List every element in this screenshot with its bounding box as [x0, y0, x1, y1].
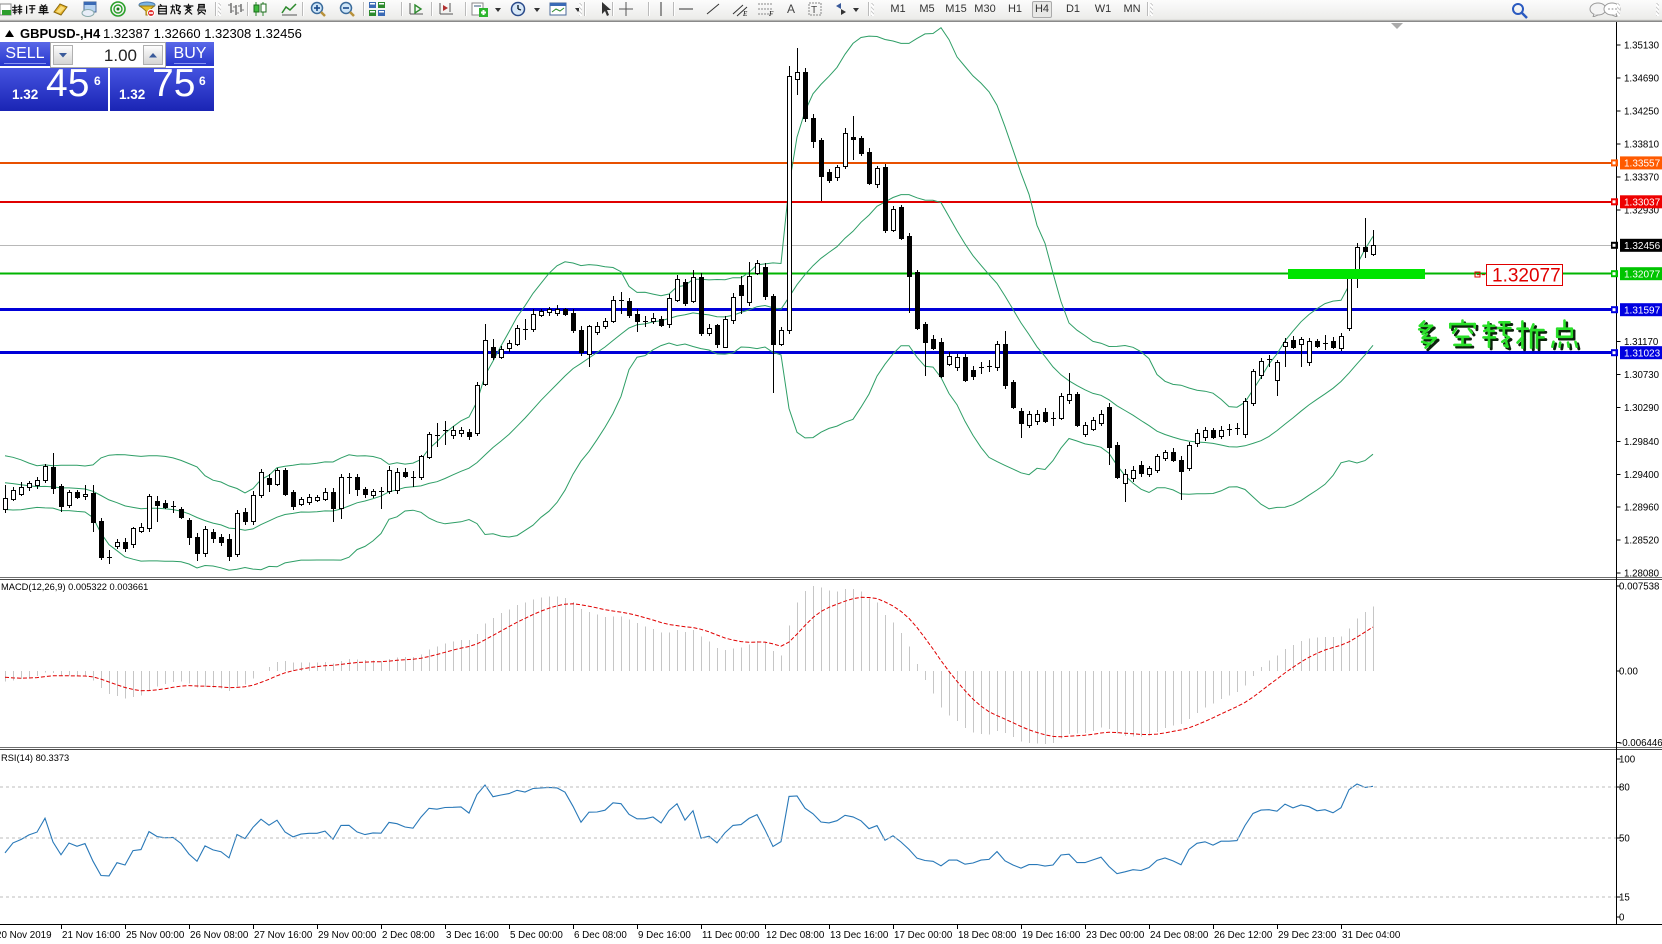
svg-text:1.29400: 1.29400: [1624, 470, 1660, 481]
svg-text:17 Dec 00:00: 17 Dec 00:00: [894, 930, 953, 941]
svg-text:MACD(12,26,9) 0.005322 0.00366: MACD(12,26,9) 0.005322 0.003661: [1, 582, 148, 592]
svg-text:1.31597: 1.31597: [1624, 305, 1661, 316]
svg-text:1.33037: 1.33037: [1624, 198, 1661, 209]
svg-text:1.29840: 1.29840: [1624, 437, 1660, 448]
svg-text:1.28960: 1.28960: [1624, 503, 1660, 514]
svg-text:1.28080: 1.28080: [1624, 569, 1660, 580]
svg-text:3 Dec 16:00: 3 Dec 16:00: [446, 930, 499, 941]
svg-text:F: F: [768, 10, 774, 17]
svg-text:1.30730: 1.30730: [1624, 370, 1660, 381]
svg-text:1.33557: 1.33557: [1624, 159, 1661, 170]
svg-text:24 Dec 08:00: 24 Dec 08:00: [1150, 930, 1209, 941]
svg-text:1.31023: 1.31023: [1624, 348, 1661, 359]
svg-text:27 Nov 16:00: 27 Nov 16:00: [254, 930, 313, 941]
svg-text:1.31170: 1.31170: [1624, 337, 1659, 348]
svg-text:11 Dec 00:00: 11 Dec 00:00: [702, 930, 760, 941]
svg-text:13 Dec 16:00: 13 Dec 16:00: [830, 930, 889, 941]
svg-text:1.32077: 1.32077: [1492, 266, 1561, 287]
svg-text:23 Dec 00:00: 23 Dec 00:00: [1086, 930, 1145, 941]
svg-text:1.30290: 1.30290: [1624, 403, 1660, 414]
svg-text:E: E: [742, 10, 748, 17]
svg-text:2 Dec 08:00: 2 Dec 08:00: [382, 930, 435, 941]
svg-text:1.32077: 1.32077: [1624, 269, 1661, 280]
svg-text:-0.006446: -0.006446: [1619, 738, 1662, 749]
svg-text:26 Nov 08:00: 26 Nov 08:00: [190, 930, 249, 941]
svg-text:20 Nov 2019: 20 Nov 2019: [0, 930, 52, 941]
svg-text:1.32456: 1.32456: [1624, 241, 1661, 252]
svg-text:50: 50: [1619, 834, 1630, 845]
svg-text:1.33810: 1.33810: [1624, 139, 1660, 150]
svg-text:1.32387 1.32660 1.32308 1.3245: 1.32387 1.32660 1.32308 1.32456: [103, 26, 302, 41]
svg-text:29 Nov 00:00: 29 Nov 00:00: [318, 930, 377, 941]
svg-text:29 Dec 23:00: 29 Dec 23:00: [1278, 930, 1337, 941]
svg-text:RSI(14) 80.3373: RSI(14) 80.3373: [1, 753, 69, 763]
svg-text:6 Dec 08:00: 6 Dec 08:00: [574, 930, 627, 941]
svg-text:1.34250: 1.34250: [1624, 107, 1660, 118]
svg-text:0.007538: 0.007538: [1619, 581, 1659, 592]
svg-text:80: 80: [1619, 783, 1630, 794]
svg-text:31 Dec 04:00: 31 Dec 04:00: [1342, 930, 1401, 941]
svg-text:25 Nov 00:00: 25 Nov 00:00: [126, 930, 185, 941]
svg-text:100: 100: [1619, 755, 1636, 766]
svg-text:1.32930: 1.32930: [1624, 205, 1660, 216]
svg-text:21 Nov 16:00: 21 Nov 16:00: [62, 930, 121, 941]
svg-text:12 Dec 08:00: 12 Dec 08:00: [766, 930, 825, 941]
svg-text:A: A: [787, 2, 795, 16]
svg-text:26 Dec 12:00: 26 Dec 12:00: [1214, 930, 1273, 941]
svg-text:19 Dec 16:00: 19 Dec 16:00: [1022, 930, 1081, 941]
svg-text:18 Dec 08:00: 18 Dec 08:00: [958, 930, 1017, 941]
svg-text:0.00: 0.00: [1619, 667, 1638, 678]
svg-text:15: 15: [1619, 893, 1630, 904]
svg-text:1.33370: 1.33370: [1624, 172, 1660, 183]
svg-text:T: T: [811, 5, 817, 16]
svg-text:GBPUSD-,H4: GBPUSD-,H4: [20, 26, 101, 41]
svg-text:0: 0: [1619, 913, 1625, 924]
svg-text:1.28520: 1.28520: [1624, 536, 1660, 547]
svg-text:9 Dec 16:00: 9 Dec 16:00: [638, 930, 691, 941]
svg-text:1.34690: 1.34690: [1624, 74, 1660, 85]
svg-text:1.35130: 1.35130: [1624, 41, 1660, 52]
svg-text:5 Dec 00:00: 5 Dec 00:00: [510, 930, 563, 941]
